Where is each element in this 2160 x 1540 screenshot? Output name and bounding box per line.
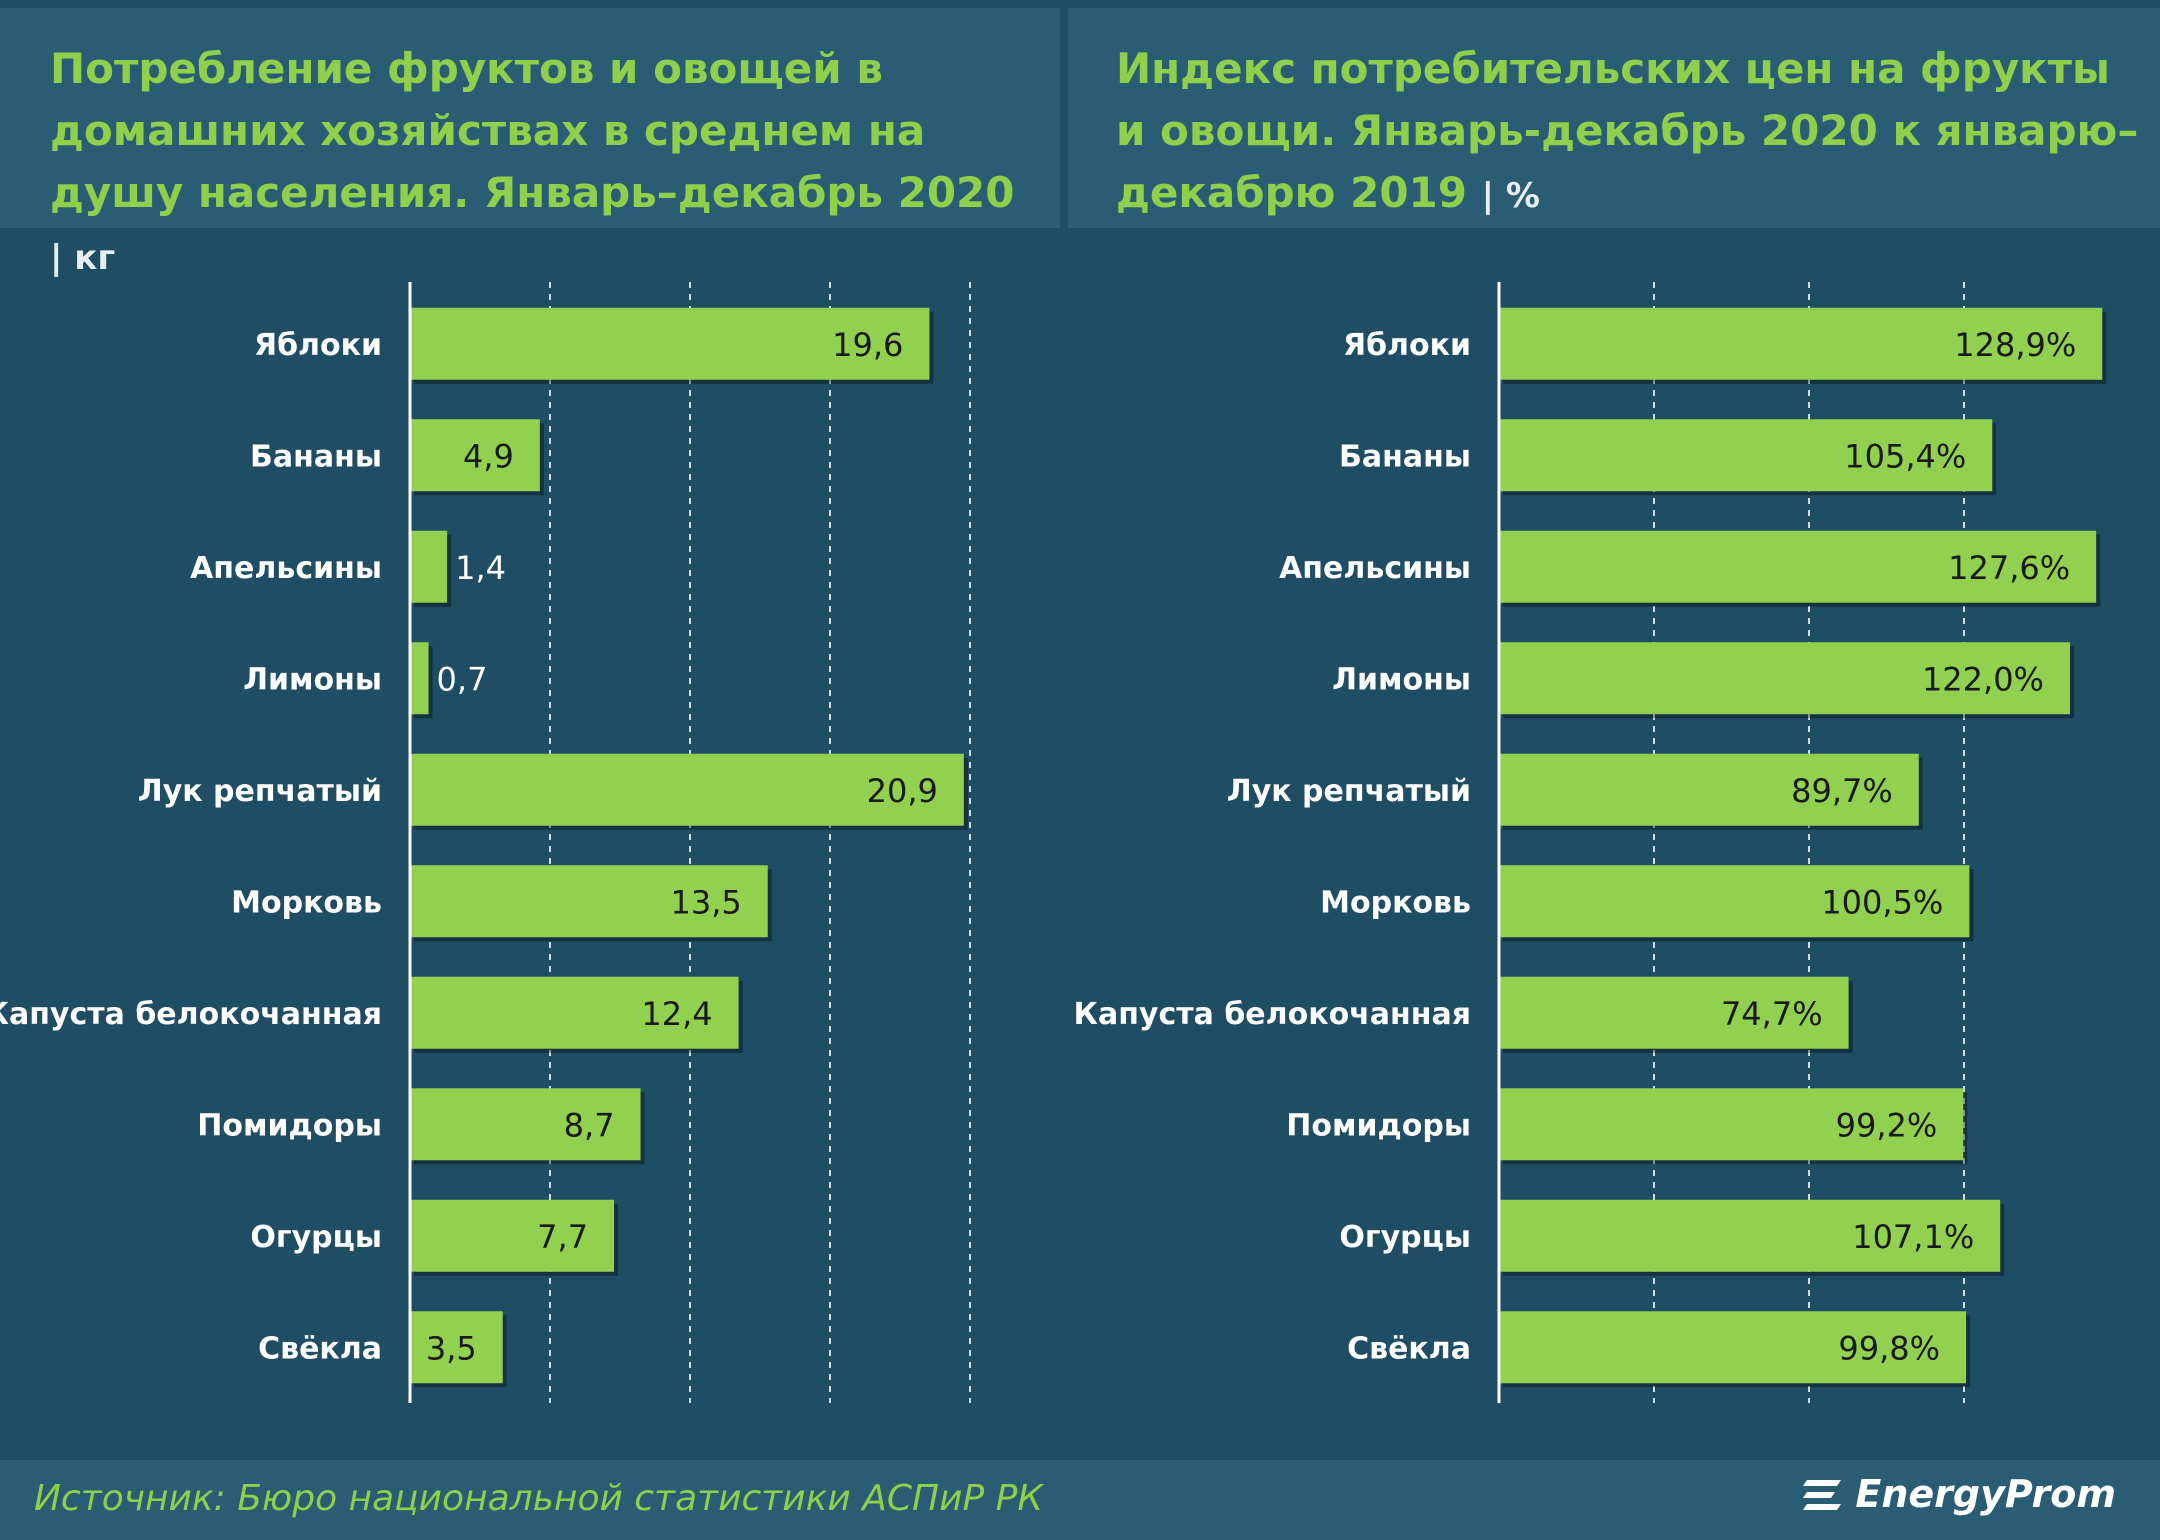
- value-label: 8,7: [564, 1106, 615, 1144]
- category-label: Помидоры: [197, 1108, 382, 1143]
- bar-10: [410, 1311, 503, 1384]
- right-title-box: Индекс потребительских цен на фрукты и о…: [1068, 8, 2160, 228]
- bar-2: [410, 419, 540, 492]
- left-unit: | кг: [50, 238, 116, 278]
- category-label: Помидоры: [1286, 1108, 1471, 1143]
- value-label: 105,4%: [1844, 437, 1966, 475]
- bar-3: [1499, 530, 2097, 603]
- value-label: 12,4: [641, 995, 712, 1033]
- bar-5: [1499, 753, 1919, 826]
- value-label: 100,5%: [1821, 883, 1943, 921]
- bar-8: [1499, 1088, 1964, 1161]
- bar-9: [410, 1199, 615, 1272]
- bar-3: [410, 530, 448, 603]
- bar-9: [1499, 1199, 2001, 1272]
- category-label: Морковь: [231, 885, 382, 920]
- value-label: 99,8%: [1838, 1329, 1940, 1367]
- bar-1: [1499, 307, 2103, 380]
- bar-1: [410, 307, 930, 380]
- category-label: Огурцы: [1339, 1220, 1471, 1255]
- value-label: 99,2%: [1836, 1106, 1938, 1144]
- value-label: 7,7: [537, 1218, 588, 1256]
- category-label: Бананы: [250, 439, 382, 474]
- bar-4: [1499, 642, 2070, 715]
- energyprom-logo-icon: [1803, 1480, 1842, 1510]
- category-label: Огурцы: [250, 1220, 382, 1255]
- logo-text: EnergyProm: [1855, 1472, 2116, 1516]
- category-label: Свёкла: [258, 1331, 382, 1366]
- consumption-bar-chart: Яблоки 19,6 Бананы 4,9 Апельсины 1,4 Лимоны 0,7…: [0, 282, 971, 1403]
- left-title-text: Потребление фруктов и овощей в домашних …: [50, 44, 1015, 217]
- value-label: 74,7%: [1721, 995, 1823, 1033]
- category-label: Капуста белокочанная: [0, 997, 382, 1032]
- value-label: 20,9: [867, 772, 938, 810]
- value-label: 13,5: [671, 883, 742, 921]
- energyprom-logo: EnergyProm: [1801, 1472, 2116, 1516]
- left-title-box: Потребление фруктов и овощей в домашних …: [0, 8, 1060, 278]
- bar-7: [1499, 976, 1849, 1049]
- category-label: Бананы: [1339, 439, 1471, 474]
- category-label: Апельсины: [1279, 551, 1471, 586]
- bar-6: [1499, 865, 1970, 938]
- category-label: Лук репчатый: [138, 774, 382, 809]
- value-label: 89,7%: [1791, 772, 1893, 810]
- price-index-bar-chart: Яблоки 128,9% Бананы 105,4% Апельсины 127,6% Л…: [1073, 282, 2107, 1403]
- category-label: Свёкла: [1347, 1331, 1471, 1366]
- right-unit: | %: [1481, 176, 1540, 216]
- footer: Источник: Бюро национальной статистики А…: [0, 1460, 2160, 1540]
- bar-10: [1499, 1311, 1967, 1384]
- category-label: Апельсины: [190, 551, 382, 586]
- value-label: 127,6%: [1948, 549, 2070, 587]
- category-label: Яблоки: [1343, 328, 1471, 363]
- value-label: 1,4: [455, 549, 506, 587]
- value-label: 3,5: [426, 1329, 477, 1367]
- right-title-text: Индекс потребительских цен на фрукты и о…: [1116, 44, 2139, 217]
- value-label: 122,0%: [1922, 660, 2044, 698]
- value-label: 0,7: [437, 660, 488, 698]
- bar-6: [410, 865, 768, 938]
- category-label: Морковь: [1320, 885, 1471, 920]
- bar-7: [410, 976, 739, 1049]
- bar-4: [410, 642, 429, 715]
- right-chart-title: Индекс потребительских цен на фрукты и о…: [1116, 38, 2140, 227]
- category-label: Лимоны: [243, 662, 382, 697]
- source-note: Источник: Бюро национальной статистики А…: [34, 1478, 1043, 1519]
- bar-2: [1499, 419, 1993, 492]
- bar-8: [410, 1088, 641, 1161]
- value-label: 4,9: [463, 437, 514, 475]
- value-label: 128,9%: [1954, 326, 2076, 364]
- bar-5: [410, 753, 964, 826]
- value-label: 107,1%: [1852, 1218, 1974, 1256]
- category-label: Капуста белокочанная: [1073, 997, 1471, 1032]
- category-label: Яблоки: [254, 328, 382, 363]
- left-chart-title: Потребление фруктов и овощей в домашних …: [50, 38, 1040, 289]
- category-label: Лук репчатый: [1227, 774, 1471, 809]
- category-label: Лимоны: [1332, 662, 1471, 697]
- value-label: 19,6: [832, 326, 903, 364]
